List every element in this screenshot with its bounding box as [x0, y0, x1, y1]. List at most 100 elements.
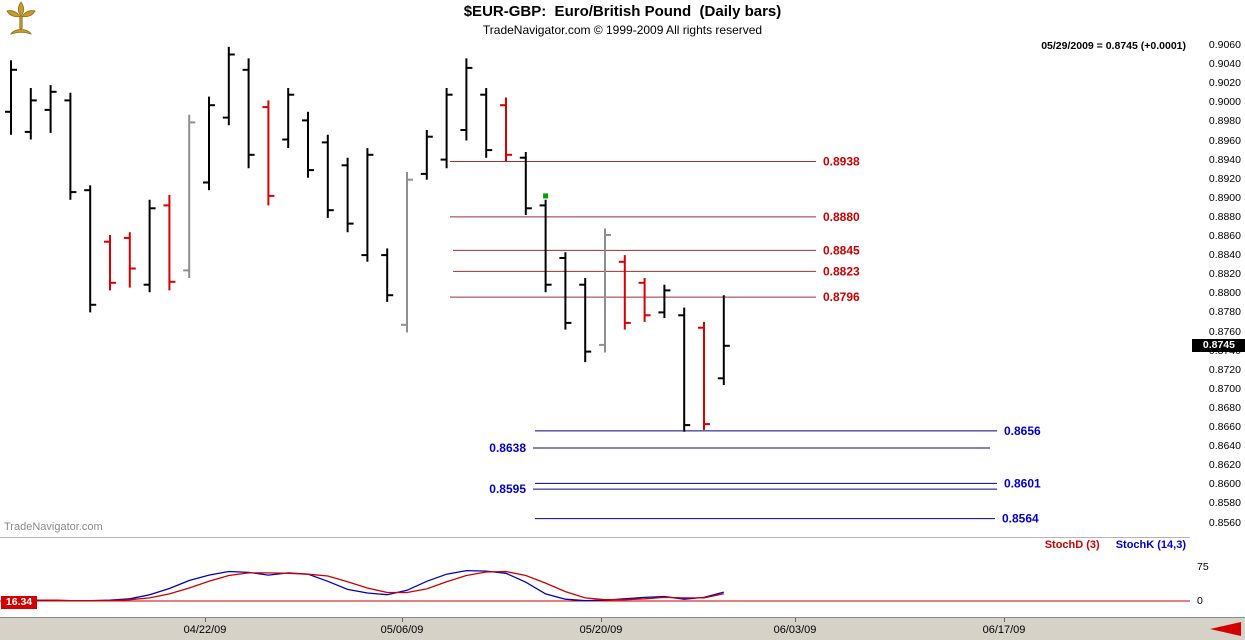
date-tick [205, 618, 206, 622]
price-tick-label: 0.8580 [1208, 497, 1241, 510]
last-price-marker: 0.8745 [1192, 338, 1245, 352]
ohlc-bar [341, 157, 354, 233]
price-tick-label: 0.8660 [1208, 421, 1241, 433]
watermark-text: TradeNavigator.com [4, 521, 103, 533]
resistance-price-label: 0.8880 [823, 210, 860, 224]
price-tick-label: 0.8920 [1208, 172, 1241, 185]
ohlc-bar [163, 194, 176, 291]
ohlc-bar [440, 88, 453, 169]
price-tick-label: 0.8620 [1208, 459, 1241, 472]
ohlc-bar [5, 60, 17, 135]
date-tick [795, 618, 796, 622]
date-label: 04/22/09 [183, 624, 227, 636]
ohlc-bar [123, 232, 136, 288]
support-price-label: 0.8595 [489, 482, 526, 496]
price-tick-label: 0.8560 [1208, 516, 1241, 529]
ohlc-bar [44, 85, 57, 133]
price-tick-label: 0.8820 [1208, 268, 1241, 281]
ohlc-bar [579, 278, 592, 363]
price-tick-label: 0.8880 [1208, 210, 1241, 223]
indicator-tick-label: 0 [1197, 595, 1203, 607]
ohlc-bar [678, 307, 691, 432]
ohlc-bar [262, 100, 275, 206]
price-tick-label: 0.8800 [1208, 287, 1241, 300]
price-tick-label: 0.8960 [1208, 134, 1241, 147]
stochd-legend-label: StochD (3) [1044, 539, 1100, 551]
price-tick-label: 0.9000 [1208, 96, 1241, 109]
ohlc-bar [401, 172, 413, 333]
support-price-label: 0.8601 [1004, 476, 1041, 490]
price-tick-label: 0.9020 [1208, 77, 1241, 90]
resistance-price-label: 0.8823 [823, 264, 860, 278]
date-label: 05/06/09 [380, 624, 424, 636]
price-tick-label: 0.8720 [1208, 363, 1241, 376]
price-tick-label: 0.8980 [1208, 115, 1241, 128]
price-tick-label: 0.8700 [1208, 382, 1241, 395]
price-tick-label: 0.8760 [1208, 325, 1241, 338]
chart-title: $EUR-GBP: Euro/British Pound (Daily bars… [463, 3, 782, 20]
ohlc-bar [480, 88, 493, 158]
price-tick-label: 0.9040 [1208, 58, 1241, 71]
trade-navigator-logo-icon [4, 1, 38, 37]
ohlc-bar [321, 134, 334, 218]
ohlc-bar [500, 97, 512, 162]
ohlc-bar [143, 199, 156, 293]
ohlc-bar [24, 88, 37, 140]
ohlc-bar [559, 252, 572, 330]
ohlc-bar [539, 199, 552, 293]
price-tick-label: 0.8600 [1208, 478, 1241, 491]
stochk-legend-label: StochK (14,3) [1115, 539, 1186, 551]
price-tick-label: 0.9060 [1208, 39, 1241, 51]
ohlc-bar [302, 111, 314, 178]
panel-divider [0, 537, 1190, 538]
ohlc-bar [104, 235, 116, 291]
ohlc-bar [242, 58, 255, 169]
ohlc-bar [460, 58, 473, 141]
ohlc-bar [203, 96, 215, 191]
date-label: 06/03/09 [773, 624, 817, 636]
price-tick-label: 0.8640 [1208, 440, 1241, 453]
date-label: 05/20/09 [579, 624, 623, 636]
price-tick-label: 0.8680 [1208, 401, 1241, 414]
price-tick-label: 0.8940 [1208, 153, 1241, 166]
date-label: 06/17/09 [982, 624, 1026, 636]
indicator-legend: StochD (3) StochK (14,3) [1045, 539, 1186, 551]
ohlc-bar [381, 248, 394, 302]
time-axis-strip: 04/22/09 05/06/09 05/20/09 06/03/09 06/17/09 [0, 617, 1245, 640]
signal-marker [543, 193, 549, 199]
last-quote-readout: 05/29/2009 = 0.8745 (+0.0001) [1041, 40, 1186, 52]
ohlc-bar [618, 255, 631, 330]
ohlc-bar [519, 152, 532, 215]
support-price-label: 0.8656 [1004, 424, 1041, 438]
ohlc-bar [717, 295, 730, 385]
indicator-tick-label: 75 [1197, 561, 1209, 574]
copyright-line: TradeNavigator.com © 1999-2009 All right… [482, 23, 763, 37]
scroll-left-arrow-icon[interactable] [1210, 622, 1241, 636]
resistance-price-label: 0.8845 [823, 243, 860, 257]
date-tick [402, 618, 403, 622]
date-tick [601, 618, 602, 622]
ohlc-bar [222, 46, 235, 126]
ohlc-bar [361, 148, 374, 262]
ohlc-bar [420, 130, 433, 180]
stochd-line [11, 570, 724, 602]
ohlc-bar [183, 114, 196, 278]
price-axis: 0.9060 0.9040 0.9020 0.9000 0.8980 0.8960 0.89… [1192, 0, 1244, 640]
indicator-current-value: 16.34 [1, 596, 37, 609]
price-tick-label: 0.8780 [1208, 306, 1241, 319]
ohlc-bar [282, 88, 295, 149]
support-price-label: 0.8638 [489, 441, 526, 455]
support-price-label: 0.8564 [1002, 512, 1039, 526]
price-tick-label: 0.8900 [1208, 191, 1241, 204]
resistance-price-label: 0.8938 [823, 155, 860, 169]
ohlc-bar [599, 228, 611, 353]
price-tick-label: 0.8840 [1208, 249, 1241, 262]
ohlc-bar [638, 278, 651, 322]
ohlc-bar [64, 92, 77, 200]
price-tick-label: 0.8860 [1208, 230, 1241, 242]
stochk-line [10, 569, 724, 602]
date-tick [1004, 618, 1005, 622]
ohlc-bar [698, 321, 710, 430]
